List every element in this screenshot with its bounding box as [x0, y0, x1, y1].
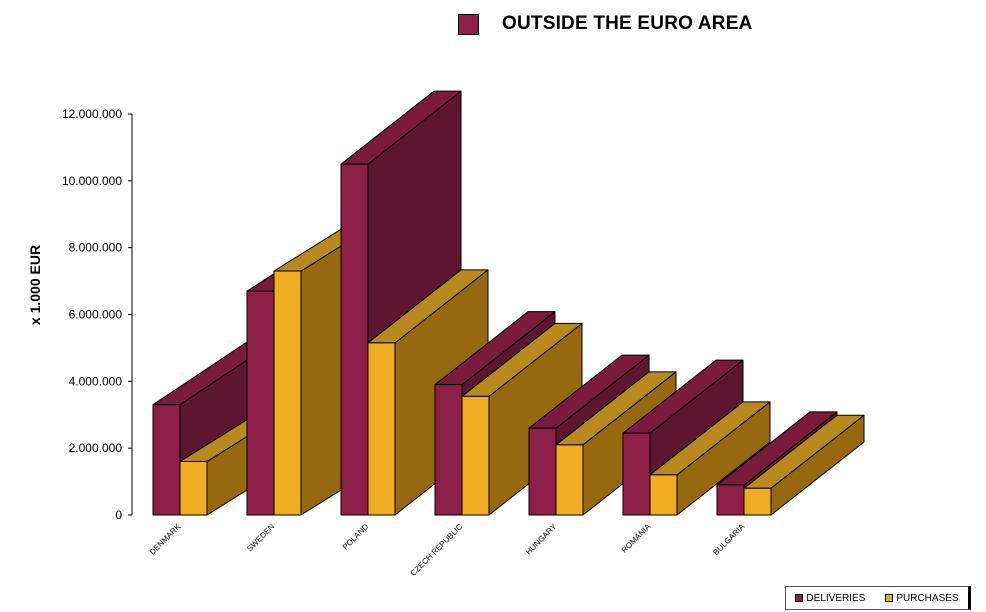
bar-purchases	[555, 444, 584, 516]
y-tick-label: 6.000.000	[69, 308, 123, 322]
y-tick-label: 4.000.000	[69, 374, 123, 388]
x-tick-label: SWEDEN	[245, 522, 276, 553]
y-tick-label: 12.000.000	[62, 107, 122, 121]
title-swatch	[458, 13, 479, 35]
legend-item-deliveries: DELIVERIES	[795, 593, 865, 604]
bar-purchases	[179, 461, 208, 516]
y-tick-label: 0	[115, 508, 122, 522]
bar-purchases	[649, 474, 678, 516]
bar-purchases	[273, 270, 302, 516]
legend: DELIVERIES PURCHASES	[785, 586, 971, 610]
x-tick-label: ROMANIA	[620, 522, 653, 555]
legend-swatch-purchases	[885, 594, 894, 602]
bar-deliveries	[716, 484, 745, 516]
bar-purchases	[743, 487, 772, 516]
x-tick-label: POLAND	[341, 522, 371, 552]
x-tick-label: BULGARIA	[711, 522, 746, 557]
bar-purchases	[461, 395, 490, 516]
y-tick-label: 10.000.000	[62, 174, 122, 188]
legend-label-deliveries: DELIVERIES	[806, 592, 866, 604]
x-tick-label: DENMARK	[148, 522, 183, 557]
chart-title: OUTSIDE THE EURO AREA	[458, 10, 753, 38]
legend-label-purchases: PURCHASES	[896, 592, 959, 604]
x-tick-label: HUNGARY	[524, 522, 559, 557]
y-tick-label: 8.000.000	[69, 241, 123, 255]
legend-item-purchases: PURCHASES	[885, 592, 959, 604]
bar-deliveries	[434, 384, 463, 516]
bar-deliveries	[340, 163, 369, 516]
bar-series	[152, 90, 865, 516]
chart-title-text: OUTSIDE THE EURO AREA	[502, 13, 753, 34]
y-axis-label: x 1.000 EUR	[27, 245, 43, 325]
bar-deliveries	[246, 290, 275, 516]
x-axis-labels: DENMARK SWEDEN POLAND CZECH REPUBLIC HUNGARY…	[148, 522, 747, 578]
bar-deliveries	[622, 432, 651, 516]
x-tick-label: CZECH REPUBLIC	[409, 522, 465, 578]
legend-swatch-deliveries	[795, 594, 804, 602]
bar-deliveries	[528, 427, 557, 516]
bar-purchases	[367, 342, 396, 516]
y-axis: 0 2.000.000 4.000.000 6.000.000 8.000.000 10.…	[62, 107, 133, 522]
bar-deliveries	[152, 404, 181, 516]
y-tick-label: 2.000.000	[69, 441, 123, 455]
